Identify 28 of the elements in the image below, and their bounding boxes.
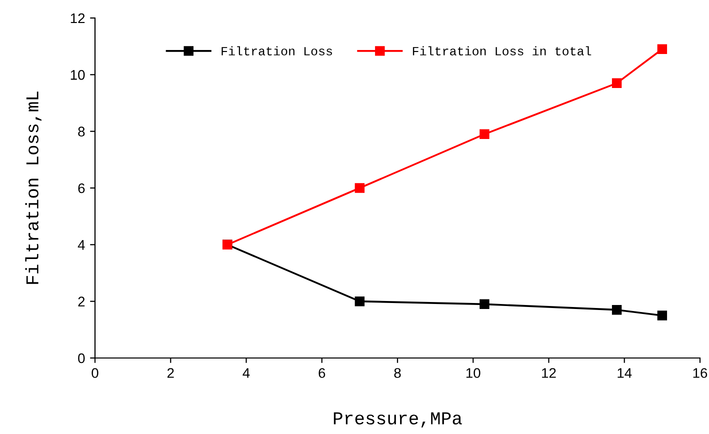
- y-tick-label: 2: [78, 296, 85, 306]
- point: [354, 296, 365, 306]
- x-tick-label: 2: [167, 368, 174, 378]
- x-tick-label: 0: [92, 368, 98, 378]
- x-tick-label: 14: [618, 368, 632, 378]
- point: [657, 310, 668, 320]
- y-tick-label: 4: [78, 240, 85, 250]
- x-tick-label: 16: [693, 368, 708, 378]
- point: [612, 78, 622, 88]
- x-tick-label: 10: [466, 368, 480, 378]
- y-tick-label: 0: [78, 353, 85, 364]
- x-tick-label: 4: [242, 368, 250, 378]
- y-tick-label: 8: [78, 126, 85, 137]
- point: [354, 183, 365, 193]
- x-tick-label: 8: [394, 368, 401, 378]
- point: [612, 304, 622, 315]
- point: [480, 129, 490, 140]
- legend-label: Filtration Loss: [222, 46, 332, 56]
- x-tick-label: 12: [542, 368, 556, 378]
- y-axis-title: Filtration Loss,mL: [25, 92, 42, 284]
- x-axis-title: Pressure,MPa: [334, 412, 462, 428]
- y-tick-label: 6: [78, 183, 85, 194]
- y-tick-label: 10: [70, 70, 85, 80]
- x-tick-label: 6: [318, 368, 326, 378]
- legend-label: Filtration Loss in total: [412, 46, 592, 56]
- y-tick-label: 12: [70, 13, 85, 24]
- point: [480, 299, 490, 310]
- point: [657, 44, 668, 54]
